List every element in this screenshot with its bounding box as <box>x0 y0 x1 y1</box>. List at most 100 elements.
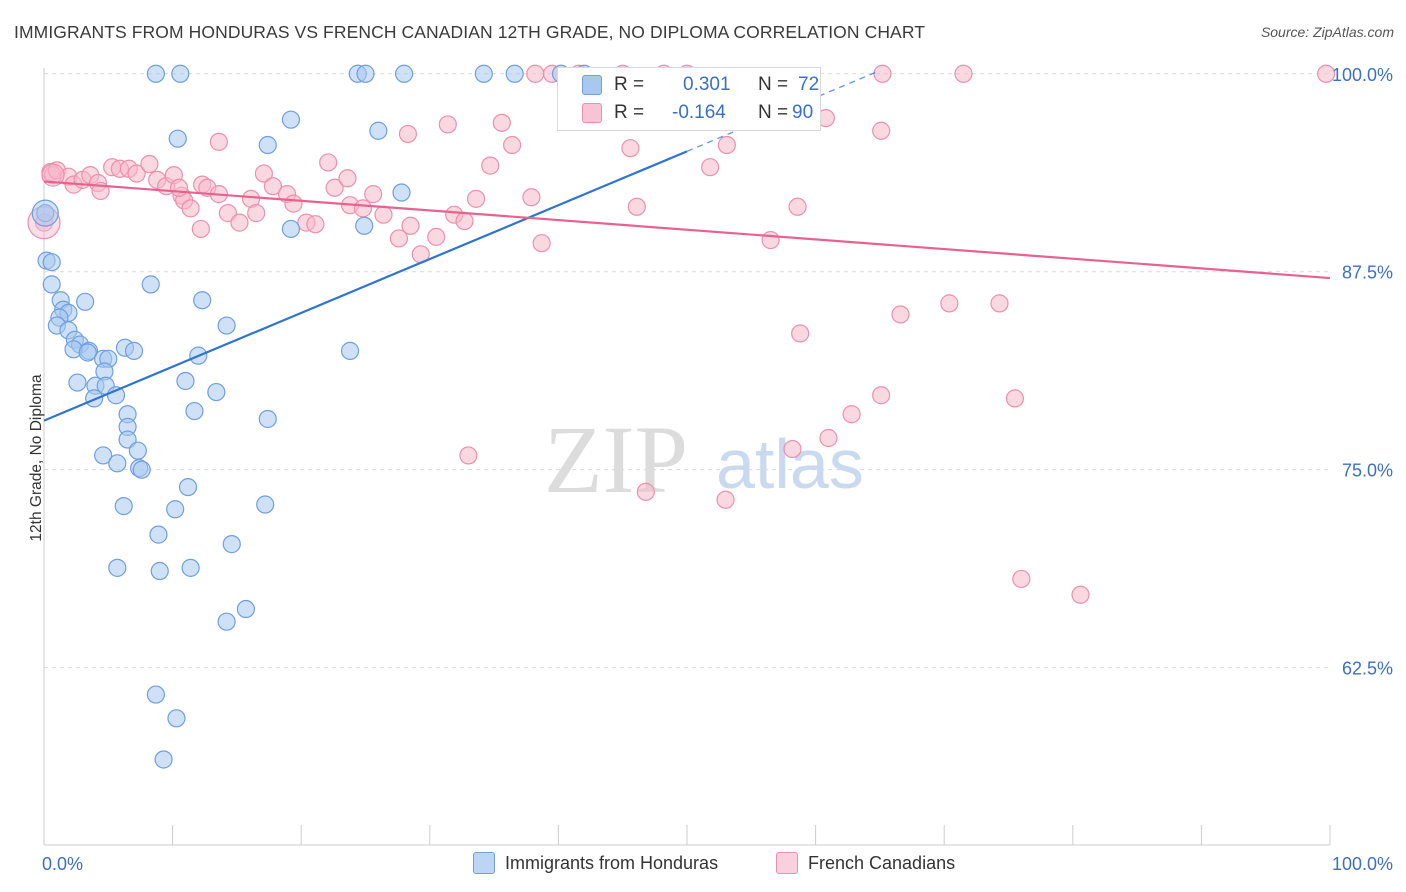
honduras-point <box>168 129 187 148</box>
honduras-point <box>76 292 95 311</box>
honduras-point <box>369 121 388 140</box>
honduras-point-large <box>31 199 59 227</box>
legend-item-french-canadians[interactable]: French Canadians <box>776 852 955 874</box>
legend-swatch-pink <box>582 103 602 123</box>
y-tick-label: 100.0% <box>1332 65 1393 85</box>
honduras-point <box>217 316 236 335</box>
honduras-point <box>394 64 414 83</box>
french-canadian-point <box>325 178 344 197</box>
french-canadian-point <box>526 64 545 83</box>
honduras-point <box>141 275 160 294</box>
french-canadian-point <box>481 156 500 175</box>
watermark-zip: ZIP <box>544 406 688 513</box>
french-canadian-point <box>1012 569 1031 589</box>
french-canadian-point <box>263 177 283 196</box>
french-canadian-point <box>954 64 973 83</box>
honduras-point <box>106 386 126 405</box>
honduras-point <box>146 685 165 704</box>
french-canadian-point <box>191 219 210 239</box>
legend-n-label: N = <box>758 102 789 123</box>
honduras-point <box>146 64 165 83</box>
french-canadian-point <box>230 213 249 232</box>
french-canadian-point <box>940 294 959 313</box>
honduras-point <box>132 460 151 479</box>
french-canadian-point <box>791 324 810 343</box>
honduras-point <box>392 183 411 202</box>
legend-r-value: 0.301 <box>683 74 731 95</box>
watermark: ZIP atlas <box>544 406 864 513</box>
grid-layer <box>44 73 1330 669</box>
honduras-point <box>150 561 169 581</box>
honduras-point <box>94 446 113 465</box>
french-canadian-point <box>532 234 551 253</box>
y-tick-label: 75.0% <box>1342 461 1393 481</box>
legend-r-label: R = <box>614 74 645 95</box>
french-canadian-point <box>872 386 891 405</box>
legend-item-honduras[interactable]: Immigrants from Honduras <box>473 852 718 874</box>
honduras-point <box>124 341 144 360</box>
honduras-point <box>108 454 127 473</box>
legend-r-label: R = <box>614 102 645 123</box>
axis-layer <box>43 68 1331 846</box>
french-canadian-point <box>1071 585 1090 604</box>
honduras-point <box>167 709 186 728</box>
chart-title: IMMIGRANTS FROM HONDURAS VS FRENCH CANAD… <box>14 22 926 42</box>
french-canadian-point <box>819 428 838 448</box>
french-canadian-point <box>169 178 189 197</box>
honduras-trend-line <box>43 150 688 422</box>
french-canadian-point <box>990 294 1009 313</box>
french-canadian-point <box>364 185 383 204</box>
french-canadian-point <box>181 199 200 218</box>
french-canadian-point <box>872 121 891 140</box>
legend-n-value: 72 <box>798 74 820 95</box>
honduras-point <box>193 291 212 310</box>
legend-label-french-canadians: French Canadians <box>808 852 956 873</box>
honduras-point <box>258 135 277 155</box>
french-canadians-trend-line <box>43 180 1331 280</box>
honduras-point <box>355 216 374 235</box>
x-tick-label-0: 0.0% <box>42 854 83 874</box>
legend-label-honduras: Immigrants from Honduras <box>505 852 719 873</box>
honduras-point <box>68 373 87 392</box>
french-canadian-point <box>636 482 655 501</box>
honduras-point <box>128 441 147 460</box>
honduras-point <box>176 371 195 391</box>
honduras-point <box>258 409 277 429</box>
french-canadian-point <box>1005 389 1025 408</box>
legend-swatch-blue <box>582 75 602 95</box>
french-canadian-point <box>284 194 303 213</box>
series-legend: Immigrants from Honduras French Canadian… <box>0 852 1406 878</box>
legend-swatch-french-canadians <box>776 852 798 874</box>
french-canadian-point <box>401 216 420 235</box>
legend-n-label: N = <box>758 74 789 95</box>
french-canadian-point <box>389 229 409 248</box>
y-axis-label: 12th Grade, No Diploma <box>28 374 45 542</box>
french-canadian-point <box>455 211 474 231</box>
french-canadian-point <box>140 154 159 174</box>
french-canadian-point <box>466 189 486 208</box>
french-canadian-point <box>873 64 892 83</box>
honduras-point <box>340 341 360 360</box>
honduras-point <box>236 599 256 619</box>
honduras-points <box>31 64 594 769</box>
french-canadian-point <box>306 215 325 234</box>
french-canadian-point <box>209 132 228 151</box>
honduras-point <box>281 219 301 239</box>
french-canadian-point <box>374 205 393 224</box>
y-tick-label: 62.5% <box>1342 659 1393 679</box>
honduras-point <box>149 525 168 544</box>
honduras-point <box>178 477 198 497</box>
honduras-point <box>181 558 200 577</box>
honduras-point <box>114 496 133 516</box>
legend-swatch-honduras <box>473 852 495 874</box>
honduras-point <box>356 64 375 83</box>
honduras-point <box>171 64 190 83</box>
honduras-point <box>154 750 173 769</box>
honduras-point <box>474 64 493 83</box>
french-canadian-point <box>783 439 802 459</box>
honduras-point <box>42 253 61 272</box>
french-canadian-point <box>127 164 146 183</box>
french-canadian-point <box>621 139 640 158</box>
french-canadian-point <box>338 169 357 188</box>
